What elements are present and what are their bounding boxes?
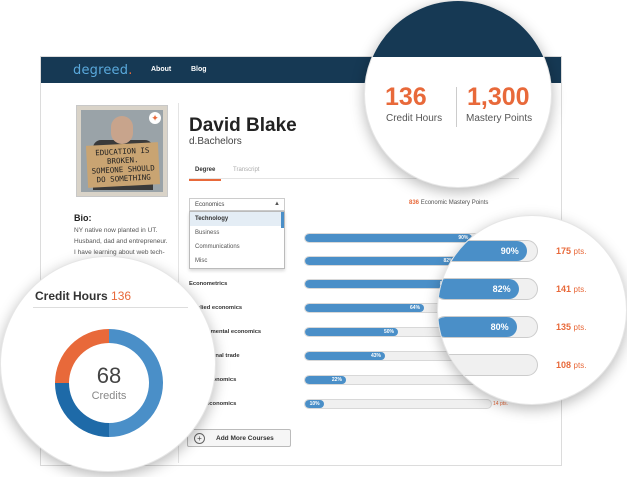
donut-segment xyxy=(55,329,109,383)
stats-magnifier: 136 Credit Hours 1,300 Mastery Points xyxy=(364,0,552,188)
add-courses-button[interactable]: + Add More Courses xyxy=(187,429,291,447)
zoomed-progress-fill: 90% xyxy=(438,241,527,261)
progress-label: 50% xyxy=(383,329,394,335)
progress-magnifier: 90% 175 pts. 82% 141 pts. 80% 135 pts. 108 pts… xyxy=(437,215,627,405)
subject-name: Macroeconomics xyxy=(189,401,237,407)
subject-name: Environmental economics xyxy=(189,329,262,335)
progress-fill: 50% xyxy=(305,328,398,336)
progress-fill: 82% xyxy=(305,257,458,265)
dropdown-option[interactable]: Technology xyxy=(190,212,284,226)
zoomed-progress-label: 80% xyxy=(490,322,509,332)
dropdown-option[interactable]: Business xyxy=(195,230,220,236)
points-value: 175 pts. xyxy=(556,246,587,256)
subject-name: Econometrics xyxy=(189,281,228,287)
credit-hours-magnifier: Credit Hours 136 68 Credits xyxy=(0,256,216,472)
subject-name: Applied economics xyxy=(189,305,243,311)
bio-title: Bio: xyxy=(74,213,92,223)
zoomed-progress-label: 82% xyxy=(492,284,511,294)
donut-center-value: 68 xyxy=(96,363,122,388)
progress-bar: 10% xyxy=(304,399,492,409)
progress-fill: 64% xyxy=(305,304,425,312)
mastery-points-label: Mastery Points xyxy=(466,113,533,124)
tab-transcript[interactable]: Transcript xyxy=(233,167,260,173)
bio-text: NY native now planted in UT. Husband, da… xyxy=(74,227,168,256)
points-value: 135 pts. xyxy=(556,322,587,332)
photo-badge-icon: ✦ xyxy=(149,112,161,124)
progress-fill: 80% xyxy=(305,280,454,288)
credit-hours-title: Credit Hours 136 xyxy=(35,289,132,303)
zoomed-progress-fill: 82% xyxy=(438,279,519,299)
progress-label: 64% xyxy=(410,305,421,311)
progress-label: 22% xyxy=(331,377,342,383)
profile-school: d.Bachelors xyxy=(189,136,242,147)
zoomed-progress-bar: 82% xyxy=(438,278,538,300)
donut-segment xyxy=(109,329,163,437)
progress-label: 90% xyxy=(458,235,469,241)
stats-separator xyxy=(456,87,457,127)
zoomed-progress-fill: 80% xyxy=(438,317,517,337)
zoomed-progress-bar: 90% xyxy=(438,240,538,262)
credit-hours-value: 136 xyxy=(385,83,427,111)
credit-hours-label: Credit Hours xyxy=(386,113,443,124)
dropdown-option[interactable]: Communications xyxy=(195,244,240,250)
photo-sign: EDUCATION IS BROKEN. SOMEONE SHOULD DO S… xyxy=(85,142,161,188)
magnified-nav xyxy=(365,1,551,57)
zoomed-progress-bar: 80% xyxy=(438,316,538,338)
plus-circle-icon: + xyxy=(194,433,205,444)
profile-name: David Blake xyxy=(189,115,297,136)
progress-fill: 10% xyxy=(305,400,324,408)
zoomed-progress-bar xyxy=(438,354,538,376)
points-value: 141 pts. xyxy=(556,284,587,294)
points-value: 108 pts. xyxy=(556,360,587,370)
progress-label: 10% xyxy=(309,401,320,407)
dropdown-option[interactable]: Misc xyxy=(195,258,208,264)
nav-link-about[interactable]: About xyxy=(151,66,172,73)
donut-segment xyxy=(55,383,109,437)
subject-select[interactable]: Economics ▲ xyxy=(189,198,285,211)
profile-photo: EDUCATION IS BROKEN. SOMEONE SHOULD DO S… xyxy=(76,105,168,197)
mastery-points-value: 1,300 xyxy=(467,83,530,111)
progress-fill: 43% xyxy=(305,352,385,360)
subject-dropdown: Technology Business Communications Misc xyxy=(189,211,285,269)
profile-tabs: Degree Transcript xyxy=(188,163,519,181)
progress-label: 43% xyxy=(370,353,381,359)
title-divider xyxy=(33,307,188,308)
caret-up-icon: ▲ xyxy=(274,201,280,207)
donut-center-label: Credits xyxy=(91,390,127,402)
credit-donut-chart xyxy=(55,329,163,437)
tab-degree[interactable]: Degree xyxy=(188,167,222,181)
last-row-points: 14 pts. xyxy=(493,401,509,407)
zoomed-progress-label: 90% xyxy=(500,246,519,256)
progress-fill: 90% xyxy=(305,234,473,242)
degreed-logo[interactable]: degreed. xyxy=(73,63,133,78)
nav-link-blog[interactable]: Blog xyxy=(191,66,207,73)
dropdown-scrollbar[interactable] xyxy=(281,212,284,228)
progress-fill: 22% xyxy=(305,376,346,384)
mastery-summary: 836 Economic Mastery Points xyxy=(409,200,489,206)
